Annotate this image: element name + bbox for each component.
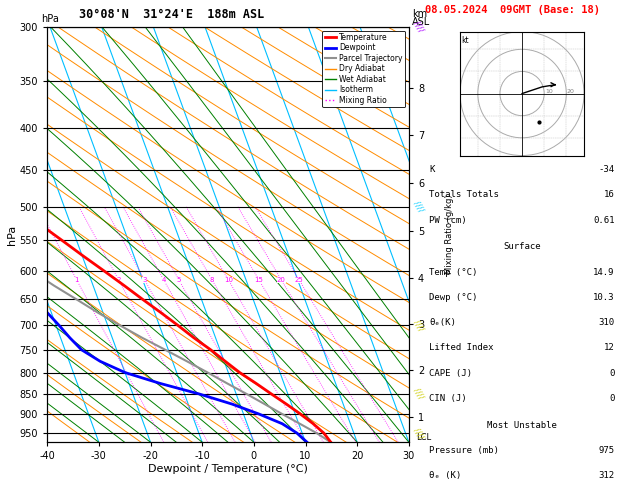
Text: km: km <box>412 9 427 19</box>
Text: 08.05.2024  09GMT (Base: 18): 08.05.2024 09GMT (Base: 18) <box>425 4 599 15</box>
Text: PW (cm): PW (cm) <box>430 216 467 225</box>
Text: Pressure (mb): Pressure (mb) <box>430 446 499 455</box>
Text: 15: 15 <box>255 277 264 283</box>
Text: 4: 4 <box>162 277 166 283</box>
Text: θₑ(K): θₑ(K) <box>430 318 457 327</box>
Text: ////: //// <box>412 318 426 333</box>
Text: 10: 10 <box>545 89 553 94</box>
Text: 20: 20 <box>567 89 575 94</box>
Text: ASL: ASL <box>412 17 430 27</box>
Y-axis label: Mixing Ratio (g/kg): Mixing Ratio (g/kg) <box>445 195 454 274</box>
Text: Dewp (°C): Dewp (°C) <box>430 293 478 302</box>
Text: K: K <box>430 165 435 174</box>
Text: Totals Totals: Totals Totals <box>430 191 499 199</box>
Y-axis label: hPa: hPa <box>7 225 17 244</box>
Text: Lifted Index: Lifted Index <box>430 344 494 352</box>
Text: Surface: Surface <box>503 243 541 251</box>
Text: 25: 25 <box>294 277 303 283</box>
Text: 5: 5 <box>177 277 181 283</box>
Text: 20: 20 <box>277 277 286 283</box>
Text: 10.3: 10.3 <box>593 293 615 302</box>
Text: CIN (J): CIN (J) <box>430 394 467 403</box>
Text: 0.61: 0.61 <box>593 216 615 225</box>
Text: 10: 10 <box>224 277 233 283</box>
Text: CAPE (J): CAPE (J) <box>430 369 472 378</box>
Text: θₑ (K): θₑ (K) <box>430 471 462 480</box>
Text: ////: //// <box>412 387 426 401</box>
Text: -34: -34 <box>599 165 615 174</box>
Text: 310: 310 <box>599 318 615 327</box>
Legend: Temperature, Dewpoint, Parcel Trajectory, Dry Adiabat, Wet Adiabat, Isotherm, Mi: Temperature, Dewpoint, Parcel Trajectory… <box>323 31 405 107</box>
Text: ////: //// <box>412 19 426 34</box>
Text: ////: //// <box>412 426 426 440</box>
Text: 0: 0 <box>610 394 615 403</box>
Text: hPa: hPa <box>41 14 58 24</box>
Text: 3: 3 <box>142 277 147 283</box>
Text: 8: 8 <box>209 277 214 283</box>
Text: Temp (°C): Temp (°C) <box>430 268 478 277</box>
Text: Most Unstable: Most Unstable <box>487 421 557 430</box>
Text: 0: 0 <box>610 369 615 378</box>
Text: 30°08'N  31°24'E  188m ASL: 30°08'N 31°24'E 188m ASL <box>79 8 264 21</box>
Text: ////: //// <box>412 200 426 214</box>
Text: 14.9: 14.9 <box>593 268 615 277</box>
Text: kt: kt <box>461 36 469 45</box>
X-axis label: Dewpoint / Temperature (°C): Dewpoint / Temperature (°C) <box>148 464 308 474</box>
Text: 12: 12 <box>604 344 615 352</box>
Text: 975: 975 <box>599 446 615 455</box>
Text: 1: 1 <box>74 277 79 283</box>
Text: 2: 2 <box>116 277 121 283</box>
Text: 16: 16 <box>604 191 615 199</box>
Text: LCL: LCL <box>416 434 431 442</box>
Text: 312: 312 <box>599 471 615 480</box>
